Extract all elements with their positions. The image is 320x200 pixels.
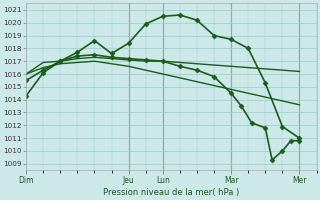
X-axis label: Pression niveau de la mer( hPa ): Pression niveau de la mer( hPa ) (103, 188, 239, 197)
